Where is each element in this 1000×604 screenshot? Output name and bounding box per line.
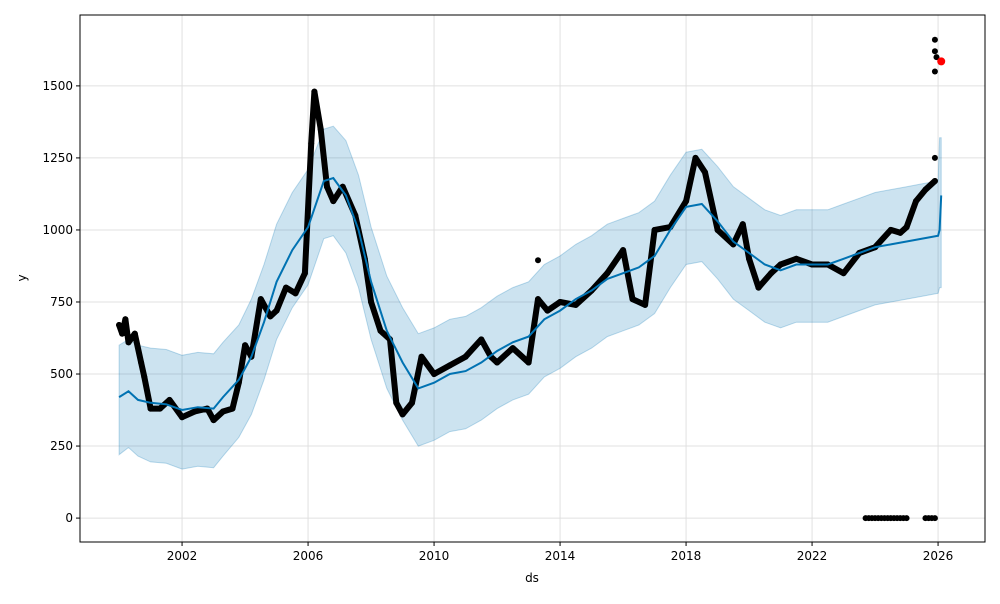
actual-point (692, 154, 699, 161)
actual-point (525, 359, 532, 366)
plot-frame (79, 14, 986, 543)
actual-point (229, 405, 236, 412)
actual-point (714, 226, 721, 233)
actual-point (377, 327, 384, 334)
y-axis-label: y (15, 274, 29, 281)
x-tick-label: 2006 (293, 549, 324, 563)
actual-point (931, 36, 938, 43)
actual-point (242, 342, 249, 349)
actual-point (462, 353, 469, 360)
y-tick-label: 500 (50, 367, 73, 381)
actual-point (116, 322, 123, 329)
actual-point (535, 257, 542, 264)
x-axis-ticks: 2002 2006 2010 2014 2018 2022 2026 (167, 542, 954, 563)
x-tick-label: 2002 (167, 549, 198, 563)
actual-point (768, 270, 775, 277)
actual-point (544, 307, 551, 314)
actual-point (887, 226, 894, 233)
actual-point (317, 126, 324, 133)
x-tick-label: 2014 (545, 549, 576, 563)
actual-point (138, 359, 145, 366)
actual-point (642, 301, 649, 308)
actual-point (651, 226, 658, 233)
x-tick-label: 2026 (923, 549, 954, 563)
actual-point (931, 515, 938, 522)
actual-point (446, 362, 453, 369)
actual-point (399, 411, 406, 418)
y-tick-label: 1000 (42, 223, 73, 237)
actual-point (330, 198, 337, 205)
highlight-group (937, 57, 946, 66)
y-tick-label: 0 (65, 511, 73, 525)
actual-point (535, 296, 542, 303)
actual-point (897, 229, 904, 236)
grid (80, 15, 985, 542)
actual-point (922, 186, 929, 193)
actual-point (431, 371, 438, 378)
actual-point (931, 48, 938, 55)
actual-point (557, 298, 564, 305)
actual-point (793, 255, 800, 262)
actual-point (157, 405, 164, 412)
actual-point (283, 284, 290, 291)
x-tick-label: 2010 (419, 549, 450, 563)
forecast-line (118, 176, 943, 412)
y-tick-label: 750 (50, 295, 73, 309)
uncertainty-band (118, 125, 942, 470)
actual-point (125, 339, 132, 346)
actual-point (509, 345, 516, 352)
actual-point (777, 261, 784, 268)
actual-point (739, 221, 746, 228)
actual-point (368, 298, 375, 305)
actual-point (147, 405, 154, 412)
actual-point (701, 169, 708, 176)
actual-point (494, 359, 501, 366)
actual-point (301, 270, 308, 277)
actual-point (478, 336, 485, 343)
actual-point (166, 396, 173, 403)
actual-point (913, 198, 920, 205)
actual-point (683, 198, 690, 205)
x-tick-label: 2022 (797, 549, 828, 563)
y-axis-ticks: 0 250 500 750 1000 1250 1500 (42, 79, 80, 525)
actual-point (931, 68, 938, 75)
actual-point (273, 307, 280, 314)
actual-point (119, 330, 126, 337)
y-tick-label: 1250 (42, 151, 73, 165)
y-tick-label: 1500 (42, 79, 73, 93)
actual-point (409, 399, 416, 406)
actual-point (191, 408, 198, 415)
actual-point (933, 54, 940, 61)
actual-point (311, 88, 318, 95)
actual-point (220, 408, 227, 415)
highlight-point (937, 57, 946, 66)
actual-point (572, 301, 579, 308)
x-axis-label: ds (525, 571, 539, 585)
actual-point (620, 247, 627, 254)
actual-point (840, 270, 847, 277)
actual-point (323, 183, 330, 190)
actual-point (210, 417, 217, 424)
x-tick-label: 2018 (671, 549, 702, 563)
actual-point (141, 373, 148, 380)
actual-point (629, 296, 636, 303)
actual-point (267, 313, 274, 320)
actual-point (903, 224, 910, 231)
actual-point (393, 399, 400, 406)
actual-point (179, 414, 186, 421)
actual-point (604, 270, 611, 277)
actual-point (131, 330, 138, 337)
actual-point (903, 515, 910, 522)
actual-point (418, 353, 425, 360)
actual-point (257, 296, 264, 303)
actual-point (931, 154, 938, 161)
actual-point (755, 284, 762, 291)
actual-point (308, 140, 315, 147)
y-tick-label: 250 (50, 439, 73, 453)
actual-point (292, 290, 299, 297)
actual-point (122, 316, 129, 323)
actual-point (931, 177, 938, 184)
actual-point (746, 255, 753, 262)
